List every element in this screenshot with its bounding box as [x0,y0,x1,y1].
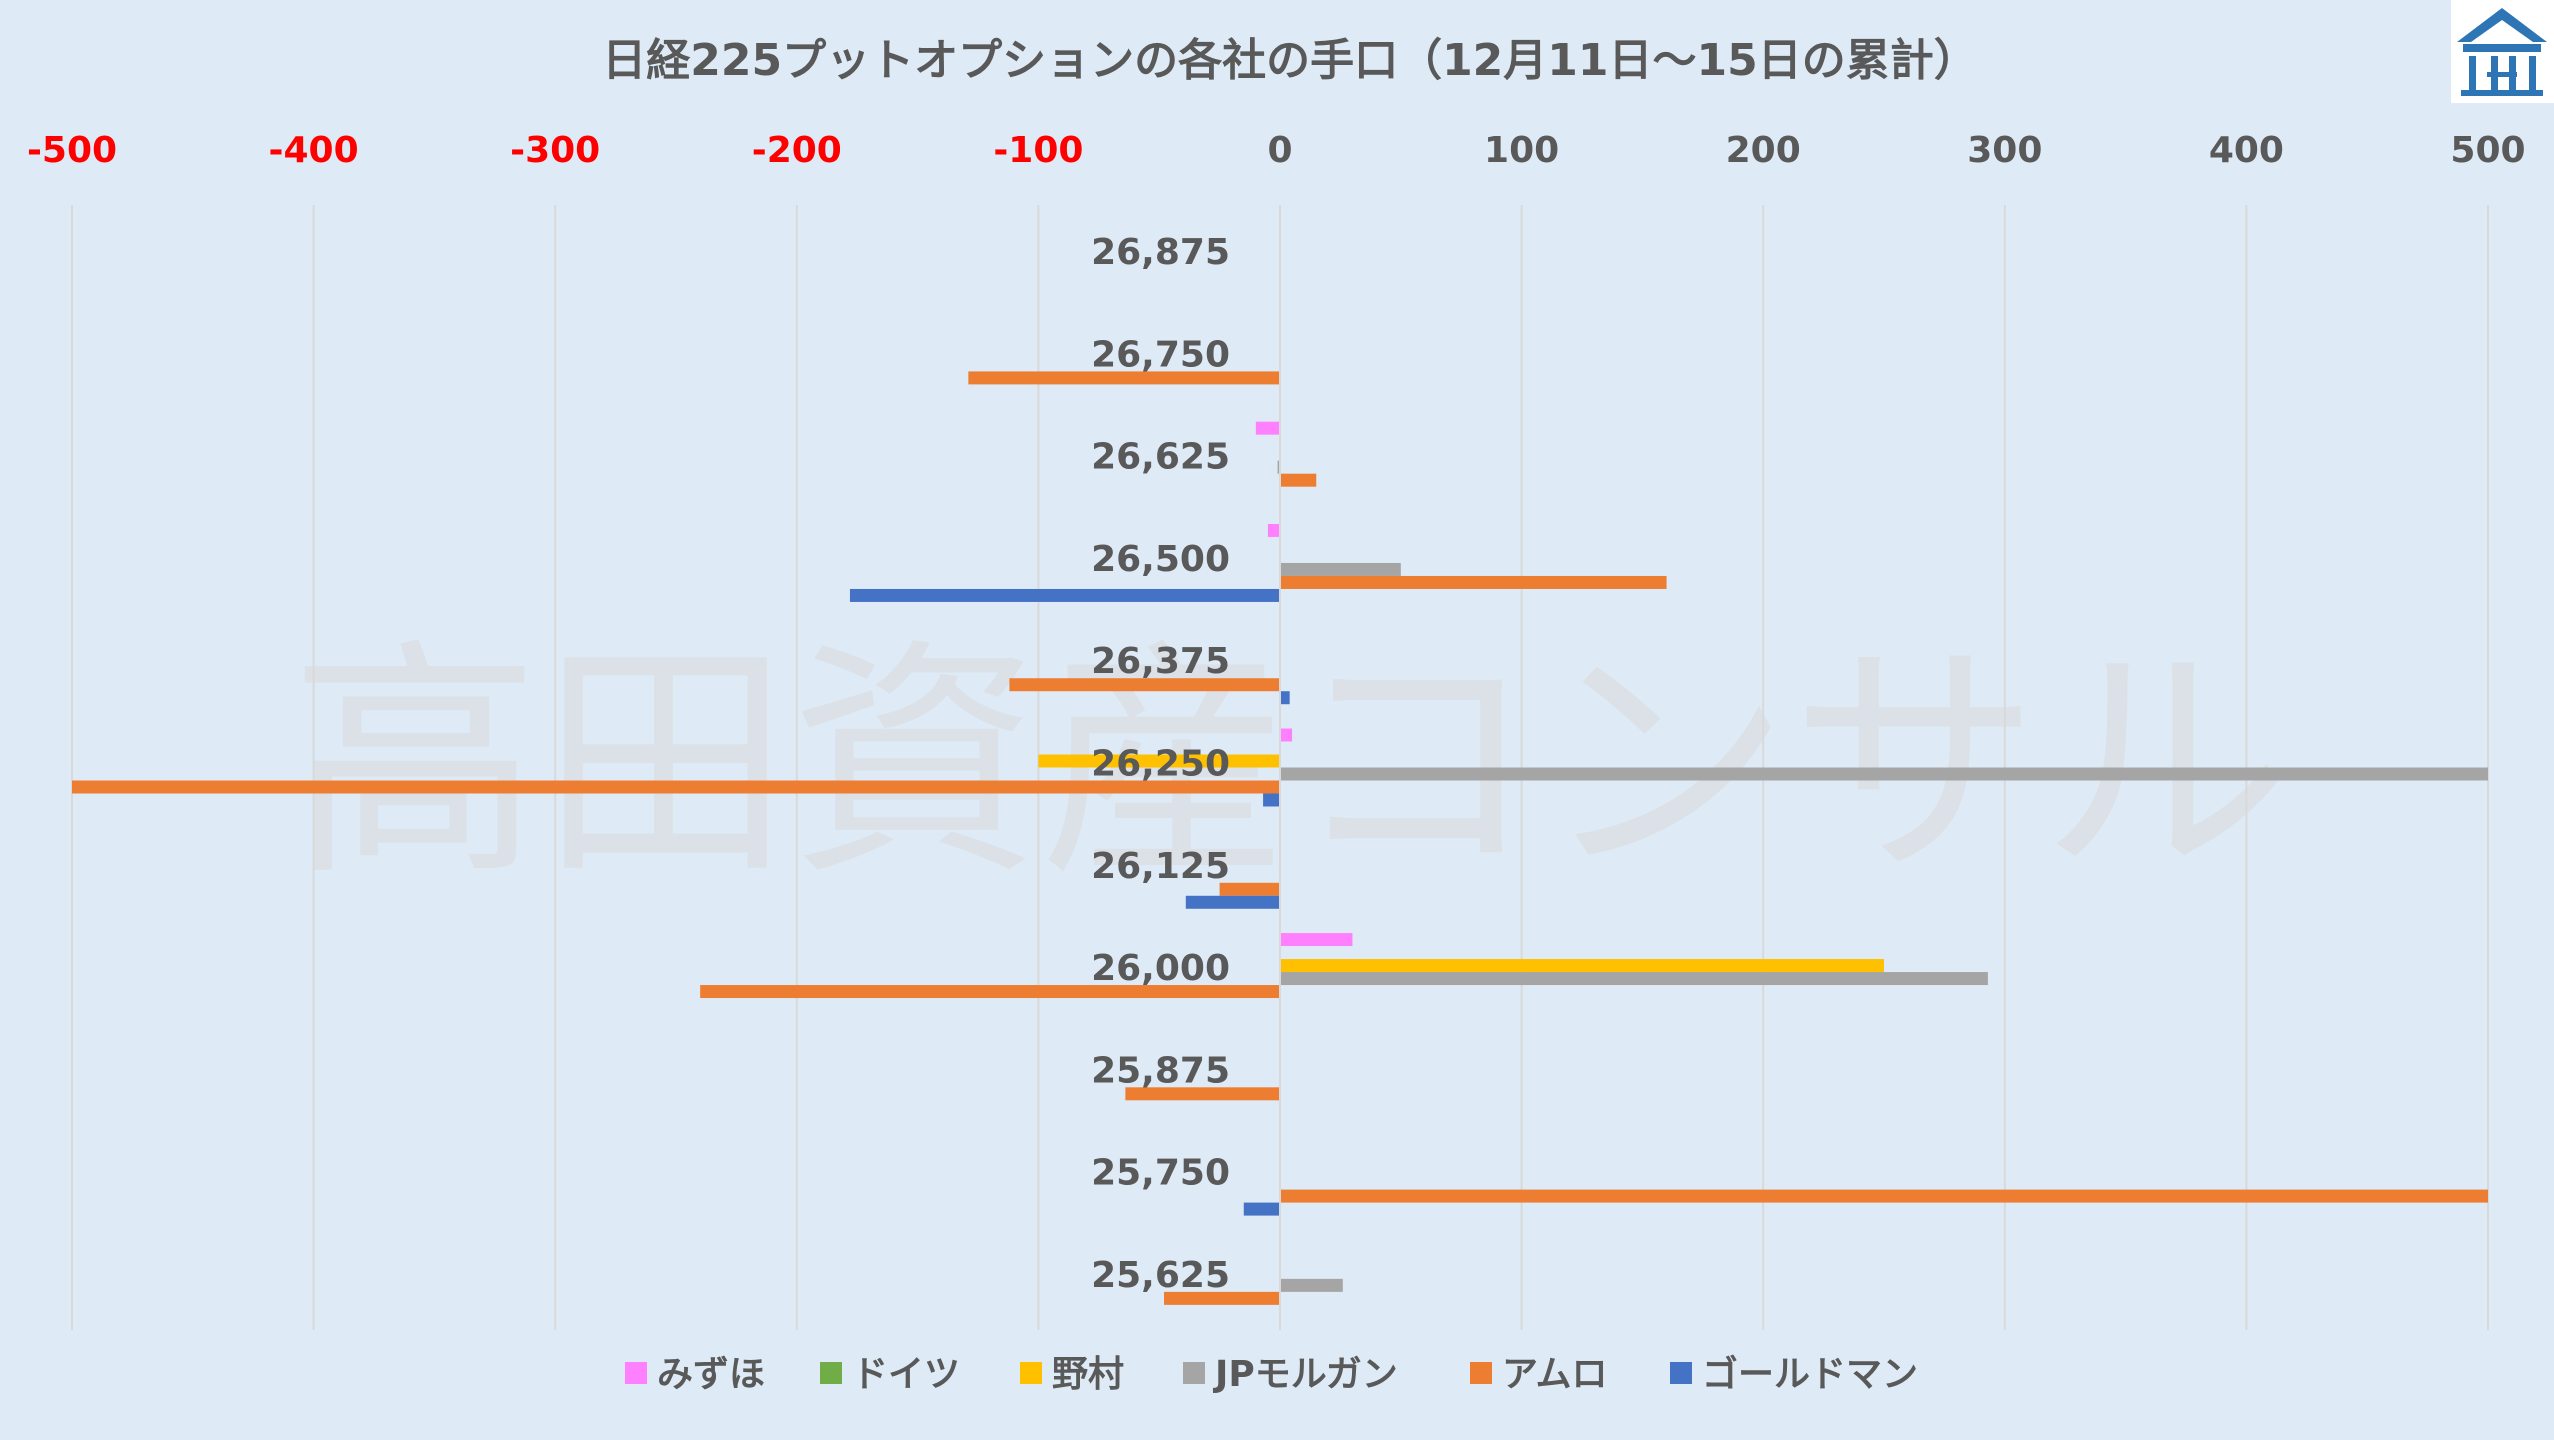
bar-layer [72,371,2488,1305]
x-tick-label: -300 [510,130,600,171]
bar-25875-4 [1125,1087,1280,1101]
x-tick-label: 500 [2450,130,2525,171]
bar-26000-2 [1280,959,1884,973]
bar-26500-5 [849,588,1280,602]
category-label: 26,875 [1091,232,1230,273]
x-tick-label: 300 [1967,130,2042,171]
bar-25750-5 [1243,1202,1280,1216]
category-label: 26,125 [1091,846,1230,887]
legend-item: 野村 [1020,1354,1124,1395]
bar-26500-4 [1280,575,1667,589]
category-label-layer: 26,875 26,750 26,625 26,500 26,375 26,250 26,1… [1091,232,1230,1296]
category-label: 25,625 [1091,1255,1230,1296]
x-tick-label: 0 [1267,130,1292,171]
axis-layer: -500 -400 -300 -200 -100 0 100 200 300 400 500 [27,130,2526,1330]
bar-26750-4 [968,371,1280,385]
bar-25625-3 [1280,1278,1343,1292]
category-label: 26,500 [1091,539,1230,580]
bar-26000-4 [700,985,1280,999]
x-tick-label: -500 [27,130,117,171]
bar-26000-0 [1280,933,1353,947]
watermark: 高田資産コンサル [290,618,2290,909]
category-label: 26,000 [1091,948,1230,989]
x-tick-label: -400 [269,130,359,171]
legend-label: アムロ [1502,1354,1607,1395]
legend-item: JPモルガン [1183,1354,1398,1395]
legend-label: 野村 [1052,1354,1124,1395]
bar-26625-0 [1255,421,1280,435]
legend-item: ゴールドマン [1670,1353,1918,1395]
bar-26500-0 [1267,523,1280,537]
bar-26250-0 [1280,728,1293,742]
bar-26250-2 [1038,754,1280,768]
category-label: 26,375 [1091,641,1230,682]
bar-25625-4 [1164,1291,1280,1305]
category-label: 26,750 [1091,334,1230,375]
legend-label: ゴールドマン [1702,1353,1918,1395]
legend: みずほ ドイツ 野村 JPモルガン アムロ ゴールドマン [625,1353,1918,1395]
category-label: 25,875 [1091,1050,1230,1091]
legend-item: みずほ [625,1354,765,1395]
legend-label: ドイツ [852,1354,960,1395]
category-label: 26,625 [1091,437,1230,478]
bar-26625-4 [1280,473,1317,487]
bar-26125-4 [1219,882,1280,896]
category-label: 25,750 [1091,1153,1230,1194]
x-tick-label: 200 [1726,130,1801,171]
x-tick-label: 100 [1484,130,1559,171]
bar-26000-3 [1280,972,1988,986]
legend-item: アムロ [1470,1354,1607,1395]
bar-26375-4 [1009,678,1280,692]
building-logo-icon [2451,0,2554,103]
legend-swatch [1183,1362,1205,1384]
bar-25750-4 [1280,1189,2488,1203]
bar-26250-5 [1263,793,1280,807]
bar-26625-3 [1277,460,1280,474]
legend-swatch [820,1362,842,1384]
category-label: 26,250 [1091,744,1230,785]
x-tick-label: 400 [2209,130,2284,171]
bar-26500-3 [1280,562,1401,576]
legend-label: みずほ [657,1354,765,1395]
bar-26125-5 [1185,895,1280,909]
chart-title: 日経225プットオプションの各社の手口（12月11日～15日の累計） [602,35,1978,86]
x-tick-label: -200 [752,130,842,171]
legend-swatch [1670,1362,1692,1384]
bar-26250-3 [1280,767,2488,781]
legend-swatch [625,1362,647,1384]
x-tick-label: -100 [993,130,1083,171]
legend-swatch [1470,1362,1492,1384]
legend-label: JPモルガン [1212,1354,1398,1395]
bar-26375-5 [1280,691,1290,705]
bar-26250-4 [72,780,1280,794]
legend-swatch [1020,1362,1042,1384]
legend-item: ドイツ [820,1354,960,1395]
